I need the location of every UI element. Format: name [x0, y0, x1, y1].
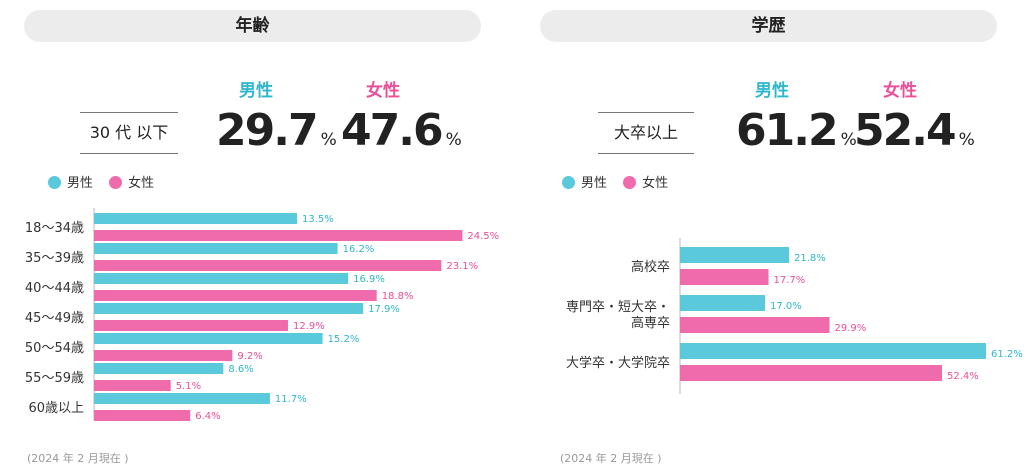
- category-label: 専門卒・短大卒・: [566, 300, 670, 315]
- age-male-unit: %: [320, 130, 337, 150]
- edu-female-unit: %: [958, 130, 975, 150]
- category-label: 55～59歳: [25, 371, 84, 386]
- bar-female-value-label: 29.9%: [835, 323, 867, 334]
- age-female-value: 47.6: [341, 105, 444, 156]
- bar-male-value-label: 17.9%: [368, 304, 400, 315]
- bar-female-value-label: 17.7%: [774, 275, 806, 286]
- bar-female: [94, 350, 233, 361]
- bar-female: [94, 230, 463, 241]
- legend-male-dot: [562, 176, 575, 189]
- edu-title-pill: 学歴: [540, 10, 997, 42]
- legend-female: 女性: [109, 176, 154, 191]
- age-highlight-label: 30 代 以下: [80, 112, 178, 154]
- category-label: 50～54歳: [25, 341, 84, 356]
- edu-footer-note: (2024 年 2 月現在 ): [560, 452, 662, 465]
- bar-female: [94, 380, 171, 391]
- edu-male-unit: %: [840, 130, 857, 150]
- age-male-big-value: 29.7%: [216, 105, 337, 166]
- age-footer-note: (2024 年 2 月現在 ): [27, 452, 129, 465]
- bar-male: [94, 273, 349, 284]
- bar-male: [94, 303, 364, 314]
- bar-female-value-label: 9.2%: [237, 351, 262, 362]
- bar-male-value-label: 17.0%: [770, 301, 802, 312]
- age-male-value: 29.7: [216, 105, 319, 156]
- bar-female-value-label: 24.5%: [467, 231, 499, 242]
- bar-male-value-label: 21.8%: [794, 253, 826, 264]
- bar-male: [94, 213, 297, 224]
- age-bar-chart: 13.5% 24.5% 18～34歳 16.2% 23.1% 35～39歳 16.9% 18.…: [25, 208, 499, 422]
- bar-male: [94, 243, 338, 254]
- edu-panel: 学歴 男性 女性 大卒以上 61.2% 52.4% 男性 女性 21.8% 17.…: [512, 0, 1024, 473]
- bar-female: [94, 290, 377, 301]
- edu-female-big-value: 52.4%: [854, 105, 975, 166]
- legend-male: 男性: [562, 176, 607, 191]
- category-label: 高校卒: [631, 259, 670, 275]
- category-label: 18～34歳: [25, 221, 84, 236]
- category-label: 高専卒: [631, 315, 670, 331]
- legend-male-dot: [48, 176, 61, 189]
- edu-male-head: 男性: [755, 81, 789, 101]
- bar-male-value-label: 8.6%: [228, 364, 253, 375]
- age-legend: 男性 女性: [48, 172, 166, 191]
- bar-female-value-label: 12.9%: [293, 321, 325, 332]
- age-male-head: 男性: [239, 81, 273, 101]
- category-label: 35～39歳: [25, 251, 84, 266]
- age-female-big-value: 47.6%: [341, 105, 462, 166]
- bar-female: [94, 320, 288, 331]
- legend-female-dot: [623, 176, 637, 189]
- legend-female-dot: [109, 176, 123, 189]
- bar-male: [94, 393, 270, 404]
- category-label: 大学卒・大学院卒: [566, 355, 670, 371]
- bar-male-value-label: 61.2%: [991, 349, 1023, 360]
- bar-male: [94, 363, 224, 374]
- bar-male-value-label: 11.7%: [275, 394, 307, 405]
- category-label: 60歳以上: [28, 401, 84, 416]
- edu-bar-chart: 21.8% 17.7% 高校卒 17.0% 29.9% 専門卒・短大卒・高専卒 61.2% 5…: [566, 238, 1023, 394]
- legend-male: 男性: [48, 176, 93, 191]
- bar-female: [680, 269, 769, 285]
- age-title-pill: 年齢: [24, 10, 481, 42]
- bar-female-value-label: 52.4%: [947, 371, 979, 382]
- bar-female-value-label: 5.1%: [176, 381, 201, 392]
- bar-male-value-label: 16.9%: [353, 274, 385, 285]
- edu-highlight-label: 大卒以上: [598, 112, 694, 154]
- bar-female-value-label: 23.1%: [446, 261, 478, 272]
- edu-male-value: 61.2: [736, 105, 839, 156]
- bar-female: [680, 317, 830, 333]
- age-female-unit: %: [445, 130, 462, 150]
- age-female-head: 女性: [366, 81, 400, 101]
- category-label: 40～44歳: [25, 281, 84, 296]
- bar-female: [94, 410, 191, 421]
- edu-legend: 男性 女性: [562, 172, 680, 191]
- bar-male: [680, 295, 765, 311]
- bar-female-value-label: 6.4%: [195, 411, 220, 422]
- bar-female: [680, 365, 942, 381]
- bar-male: [680, 247, 789, 263]
- bar-male-value-label: 13.5%: [302, 214, 334, 225]
- legend-female: 女性: [623, 176, 668, 191]
- bar-male-value-label: 16.2%: [343, 244, 375, 255]
- edu-male-big-value: 61.2%: [736, 105, 857, 166]
- bar-male: [680, 343, 986, 359]
- edu-female-head: 女性: [883, 81, 917, 101]
- category-label: 45～49歳: [25, 311, 84, 326]
- bar-female: [94, 260, 442, 271]
- edu-female-value: 52.4: [854, 105, 957, 156]
- bar-male-value-label: 15.2%: [328, 334, 360, 345]
- age-panel: 年齢 男性 女性 30 代 以下 29.7% 47.6% 男性 女性 13.5%…: [24, 10, 499, 465]
- bar-male: [94, 333, 323, 344]
- bar-female-value-label: 18.8%: [382, 291, 414, 302]
